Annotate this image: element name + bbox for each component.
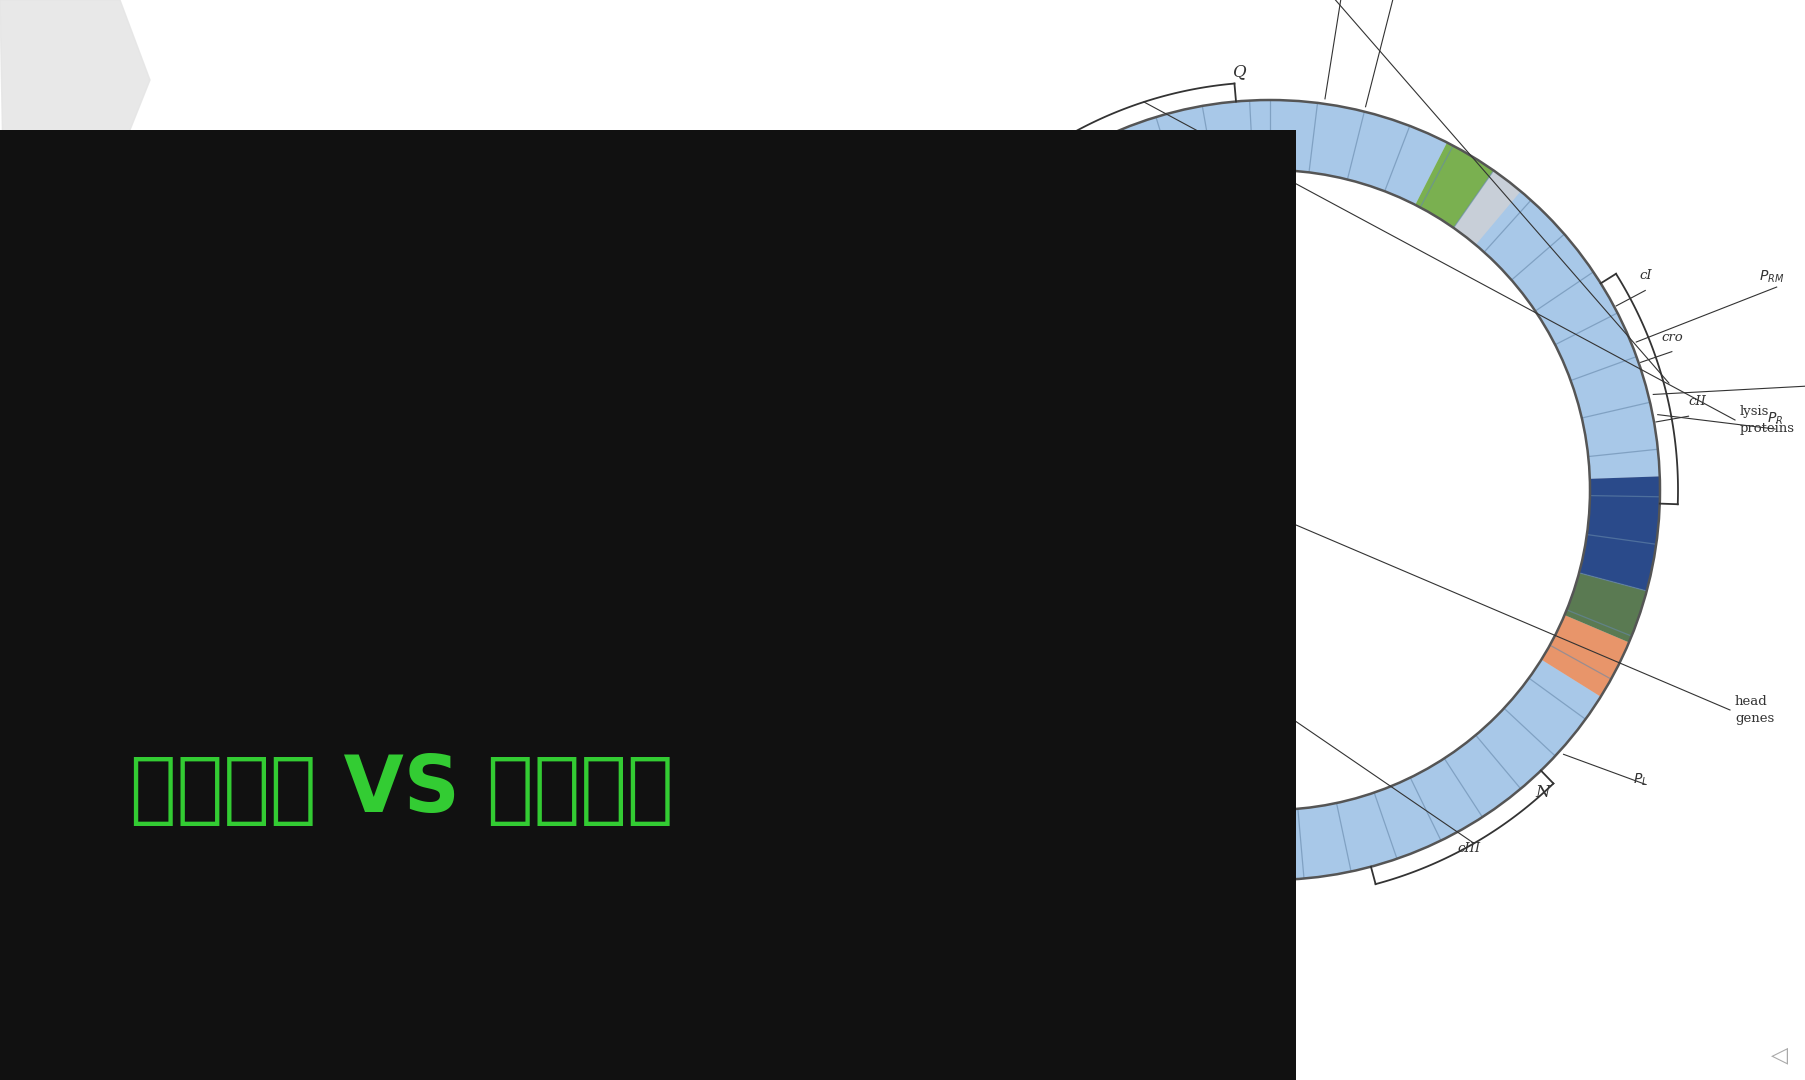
Text: λ 噌菌体基因表达调控机制：: λ 噌菌体基因表达调控机制： [116,589,637,651]
Text: excisionase: excisionase [671,543,747,556]
Text: cIII: cIII [1457,841,1480,854]
Text: xis: xis [1213,891,1231,904]
Text: lysis
proteins: lysis proteins [1738,405,1794,435]
Text: tail genes: tail genes [1220,955,1289,969]
Text: integrase: integrase [679,566,742,579]
Wedge shape [1269,660,1599,880]
Text: $P_R$: $P_R$ [1765,410,1782,428]
Wedge shape [879,100,1446,880]
Wedge shape [1415,143,1493,228]
Text: cro: cro [1661,330,1682,343]
Text: cII: cII [1688,395,1706,408]
Wedge shape [1563,572,1646,643]
Text: $P_I$: $P_I$ [1191,922,1204,939]
Text: $P_L$: $P_L$ [1632,771,1646,787]
Text: $P_{AQ}$: $P_{AQ}$ [1339,0,1365,2]
Text: cI: cI [1637,270,1650,283]
Text: 溶原周期 VS 裂解周期: 溶原周期 VS 裂解周期 [130,752,673,828]
Text: head
genes: head genes [1735,696,1773,725]
Text: phage
recombination
proteins: phage recombination proteins [691,326,787,374]
Wedge shape [1475,191,1659,478]
Wedge shape [1540,615,1628,697]
Text: $P_{RM}$: $P_{RM}$ [1758,269,1783,285]
Wedge shape [879,100,1659,880]
Text: cos: cos [978,186,1000,200]
Text: int: int [1186,909,1204,922]
Polygon shape [0,0,184,1080]
Text: att: att [1144,919,1162,932]
Text: N: N [1534,784,1549,800]
Text: Q: Q [1233,63,1245,80]
Wedge shape [1578,476,1659,591]
Text: ◁: ◁ [1771,1045,1787,1065]
